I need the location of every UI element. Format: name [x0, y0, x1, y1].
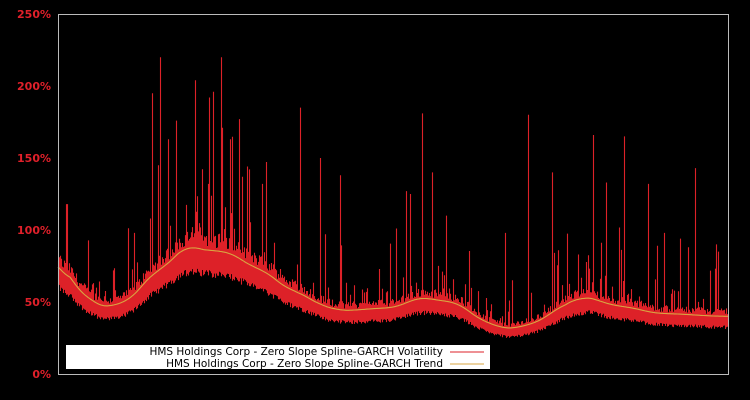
- legend: HMS Holdings Corp - Zero Slope Spline-GA…: [66, 345, 490, 370]
- y-tick-label: 50%: [25, 296, 51, 309]
- legend-label-trend: HMS Holdings Corp - Zero Slope Spline-GA…: [166, 358, 443, 370]
- legend-label-volatility: HMS Holdings Corp - Zero Slope Spline-GA…: [149, 346, 443, 358]
- plot-frame: [58, 14, 729, 375]
- y-tick-label: 200%: [17, 80, 51, 93]
- trend-line: [57, 247, 728, 329]
- y-tick-label: 0%: [32, 368, 51, 381]
- y-tick-label: 150%: [17, 152, 51, 165]
- y-axis-ticks: 0% 50% 100% 150% 200% 250%: [17, 8, 51, 381]
- legend-box: [66, 345, 490, 369]
- y-tick-label: 100%: [17, 224, 51, 237]
- y-tick-label: 250%: [17, 8, 51, 21]
